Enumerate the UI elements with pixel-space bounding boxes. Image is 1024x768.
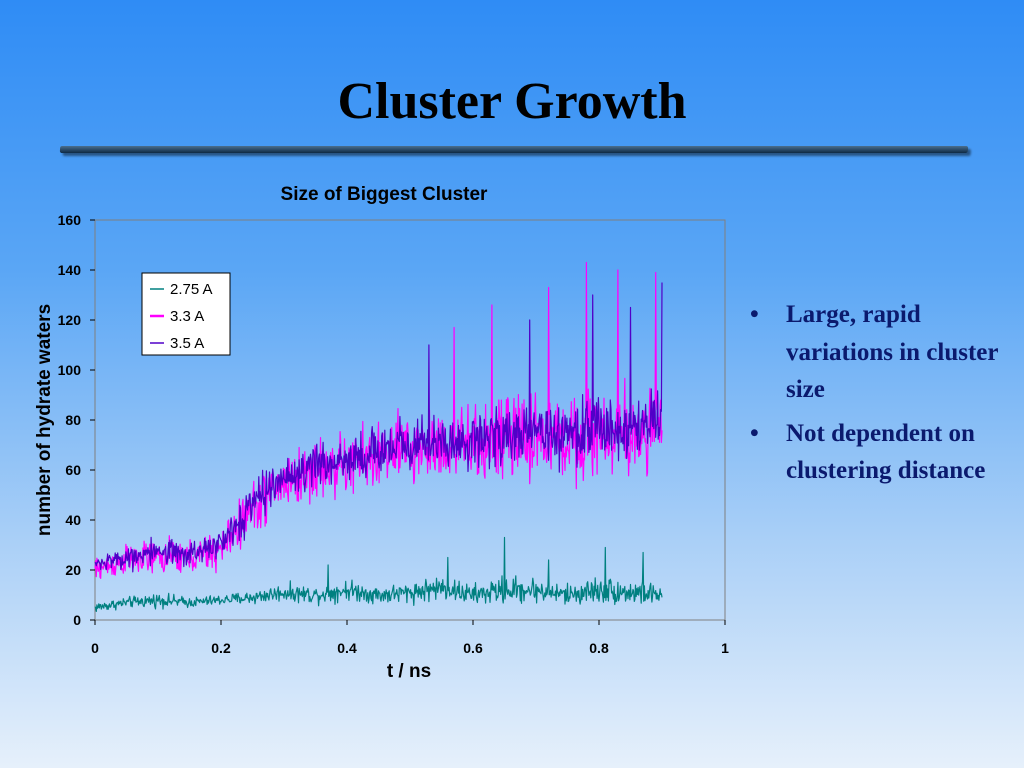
y-axis-label: number of hydrate waters xyxy=(34,304,55,536)
chart-title: Size of Biggest Cluster xyxy=(281,184,489,205)
x-axis-label: t / ns xyxy=(387,661,431,682)
bullet-symbol: • xyxy=(750,419,759,447)
bullet-item: • Not dependent on clustering distance xyxy=(750,415,1010,490)
y-tick-label: 80 xyxy=(65,412,81,428)
y-tick-label: 20 xyxy=(65,562,81,578)
bullet-text: Not dependent on clustering distance xyxy=(786,419,986,485)
x-axis-ticks: 0 0.2 0.4 0.6 0.8 1 xyxy=(91,620,729,656)
x-tick-label: 0 xyxy=(91,640,99,656)
y-tick-label: 160 xyxy=(58,212,82,228)
y-tick-label: 120 xyxy=(58,312,82,328)
bullet-text: Large, rapid variations in cluster size xyxy=(786,301,999,403)
legend-box xyxy=(141,272,231,356)
bullet-symbol: • xyxy=(750,301,759,328)
y-tick-label: 0 xyxy=(73,612,81,628)
x-tick-label: 0.8 xyxy=(589,640,609,656)
x-tick-label: 0.2 xyxy=(211,640,231,656)
bullet-list: • Large, rapid variations in cluster siz… xyxy=(750,296,1010,496)
x-tick-label: 1 xyxy=(721,640,729,656)
x-tick-label: 0.6 xyxy=(463,640,483,656)
legend-label: 3.3 A xyxy=(170,308,204,325)
legend-label: 3.5 A xyxy=(170,335,204,352)
slide-title: Cluster Growth xyxy=(337,73,687,130)
y-tick-label: 60 xyxy=(65,462,81,478)
y-axis-ticks: 0 20 40 60 80 100 120 140 160 xyxy=(58,212,95,628)
series-line xyxy=(94,536,663,613)
y-tick-label: 100 xyxy=(58,362,82,378)
series-line xyxy=(94,282,663,573)
legend-label: 2.75 A xyxy=(170,281,213,298)
y-tick-label: 140 xyxy=(58,262,82,278)
series-lines xyxy=(94,261,663,613)
y-tick-label: 40 xyxy=(65,512,81,528)
x-tick-label: 0.4 xyxy=(337,640,357,656)
chart-legend: 2.75 A 3.3 A 3.5 A xyxy=(141,272,231,356)
bullet-item: • Large, rapid variations in cluster siz… xyxy=(750,296,1010,409)
